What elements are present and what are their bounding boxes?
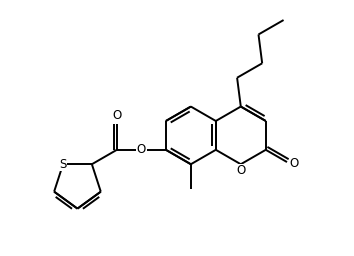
Text: O: O [236,164,245,177]
Text: O: O [137,143,146,156]
Text: S: S [59,158,67,171]
Text: O: O [289,157,298,170]
Text: O: O [112,109,121,122]
